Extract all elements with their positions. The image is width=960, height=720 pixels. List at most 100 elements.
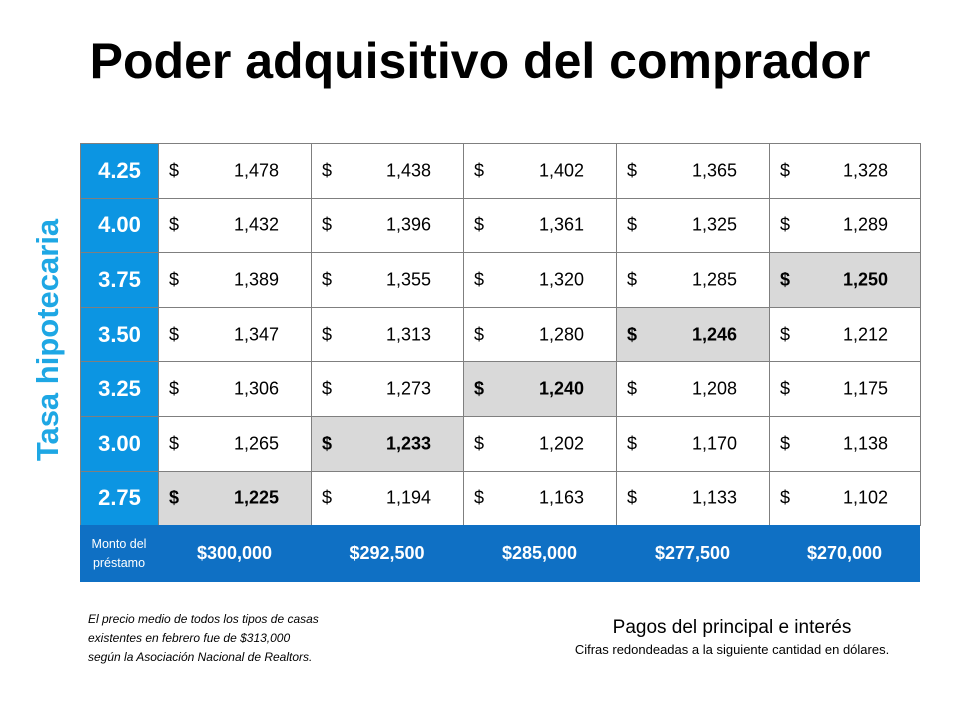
currency-symbol: $: [169, 487, 180, 508]
payment-cell: $1,138: [769, 416, 921, 472]
payment-amount: 1,325: [691, 214, 737, 235]
note: El precio medio de todos los tipos de ca…: [88, 610, 319, 667]
loan-amount: $285,000: [463, 525, 616, 583]
payment-cell: $1,250: [769, 252, 921, 308]
loan-amount: $300,000: [158, 525, 311, 583]
payment-cell: $1,133: [616, 470, 770, 527]
payment-cell: $1,202: [463, 416, 617, 472]
payment-amount: 1,240: [538, 378, 584, 399]
currency-symbol: $: [780, 160, 791, 181]
payment-amount: 1,306: [233, 378, 279, 399]
payment-cell: $1,389: [158, 252, 312, 308]
payment-amount: 1,328: [842, 160, 888, 181]
payment-amount: 1,347: [233, 324, 279, 345]
payment-amount: 1,273: [385, 378, 431, 399]
payment-cell: $1,313: [311, 306, 464, 363]
loan-label-line: préstamo: [92, 555, 146, 570]
currency-symbol: $: [474, 378, 485, 399]
currency-symbol: $: [627, 433, 638, 454]
payment-amount: 1,233: [385, 433, 431, 454]
payment-cell: $1,432: [158, 197, 312, 254]
currency-symbol: $: [322, 433, 333, 454]
payment-amount: 1,163: [538, 487, 584, 508]
payment-amount: 1,250: [842, 269, 888, 290]
rate-cell: 3.25: [80, 361, 159, 417]
loan-amount: $270,000: [769, 525, 920, 583]
rate-cell: 3.75: [80, 252, 159, 308]
payment-amount: 1,208: [691, 378, 737, 399]
side-label: Tasa hipotecaria: [30, 218, 65, 462]
currency-symbol: $: [169, 214, 180, 235]
payment-cell: $1,306: [158, 361, 312, 417]
currency-symbol: $: [780, 433, 791, 454]
payment-cell: $1,265: [158, 416, 312, 472]
payment-cell: $1,285: [616, 252, 770, 308]
currency-symbol: $: [474, 160, 485, 181]
payment-cell: $1,194: [311, 470, 464, 527]
payment-cell: $1,246: [616, 306, 770, 363]
payment-cell: $1,233: [311, 416, 464, 472]
payment-amount: 1,389: [233, 269, 279, 290]
title: Poder adquisitivo del comprador: [89, 33, 871, 89]
currency-symbol: $: [169, 269, 180, 290]
payment-amount: 1,313: [385, 324, 431, 345]
payment-cell: $1,163: [463, 470, 617, 527]
payment-cell: $1,102: [769, 470, 921, 527]
payment-cell: $1,175: [769, 361, 921, 417]
payment-cell: $1,328: [769, 143, 921, 199]
currency-symbol: $: [627, 269, 638, 290]
currency-symbol: $: [169, 433, 180, 454]
payment-amount: 1,361: [538, 214, 584, 235]
payment-cell: $1,208: [616, 361, 770, 417]
payment-amount: 1,402: [538, 160, 584, 181]
payment-cell: $1,289: [769, 197, 921, 254]
payment-amount: 1,289: [842, 214, 888, 235]
payment-amount: 1,365: [691, 160, 737, 181]
currency-symbol: $: [780, 487, 791, 508]
payment-cell: $1,325: [616, 197, 770, 254]
payment-amount: 1,225: [233, 487, 279, 508]
currency-symbol: $: [474, 487, 485, 508]
payment-amount: 1,478: [233, 160, 279, 181]
loan-amount: $277,500: [616, 525, 769, 583]
loan-label-line: Monto del: [91, 536, 147, 551]
payment-amount: 1,320: [538, 269, 584, 290]
currency-symbol: $: [169, 160, 180, 181]
currency-symbol: $: [474, 214, 485, 235]
payment-cell: $1,170: [616, 416, 770, 472]
payment-cell: $1,396: [311, 197, 464, 254]
currency-symbol: $: [322, 324, 333, 345]
payment-cell: $1,402: [463, 143, 617, 199]
currency-symbol: $: [322, 487, 333, 508]
payment-cell: $1,347: [158, 306, 312, 363]
rate-cell: 3.50: [80, 306, 159, 363]
currency-symbol: $: [322, 378, 333, 399]
currency-symbol: $: [322, 214, 333, 235]
currency-symbol: $: [474, 324, 485, 345]
rate-cell: 4.00: [80, 197, 159, 254]
note-line: El precio medio de todos los tipos de ca…: [88, 612, 319, 626]
currency-symbol: $: [474, 433, 485, 454]
payment-amount: 1,432: [233, 214, 279, 235]
payment-amount: 1,133: [691, 487, 737, 508]
currency-symbol: $: [627, 324, 638, 345]
currency-symbol: $: [322, 160, 333, 181]
payment-cell: $1,212: [769, 306, 921, 363]
payment-amount: 1,138: [842, 433, 888, 454]
payment-amount: 1,175: [842, 378, 888, 399]
payment-amount: 1,265: [233, 433, 279, 454]
payment-amount: 1,355: [385, 269, 431, 290]
payment-cell: $1,273: [311, 361, 464, 417]
note-line: según la Asociación Nacional de Realtors…: [88, 650, 313, 664]
currency-symbol: $: [780, 378, 791, 399]
payment-amount: 1,438: [385, 160, 431, 181]
rate-cell: 2.75: [80, 470, 159, 527]
currency-symbol: $: [780, 269, 791, 290]
payment-cell: $1,320: [463, 252, 617, 308]
currency-symbol: $: [627, 160, 638, 181]
payment-cell: $1,438: [311, 143, 464, 199]
currency-symbol: $: [169, 378, 180, 399]
payment-cell: $1,478: [158, 143, 312, 199]
currency-symbol: $: [627, 214, 638, 235]
currency-symbol: $: [780, 324, 791, 345]
